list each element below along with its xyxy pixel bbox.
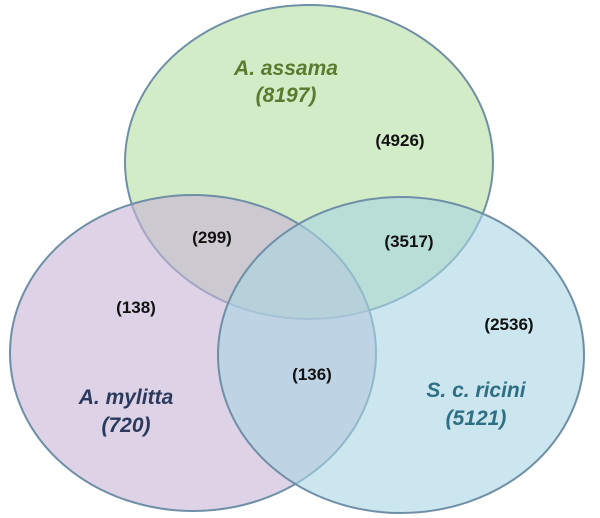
count-ricini-only: (2536) — [484, 315, 533, 334]
set-total-assama: (8197) — [256, 84, 317, 107]
set-total-mylitta: (720) — [101, 414, 150, 437]
count-all-three: (136) — [292, 365, 332, 384]
set-name-mylitta: A. mylitta — [78, 386, 174, 409]
set-name-assama: A. assama — [233, 57, 338, 80]
set-name-ricini: S. c. ricini — [426, 379, 526, 402]
count-assama-only: (4926) — [375, 131, 424, 150]
count-mylitta-only: (138) — [116, 298, 156, 317]
count-assama-ricini: (3517) — [384, 232, 433, 251]
set-total-ricini: (5121) — [446, 407, 507, 430]
set-ellipse-ricini — [217, 196, 585, 514]
count-assama-mylitta: (299) — [192, 228, 232, 247]
